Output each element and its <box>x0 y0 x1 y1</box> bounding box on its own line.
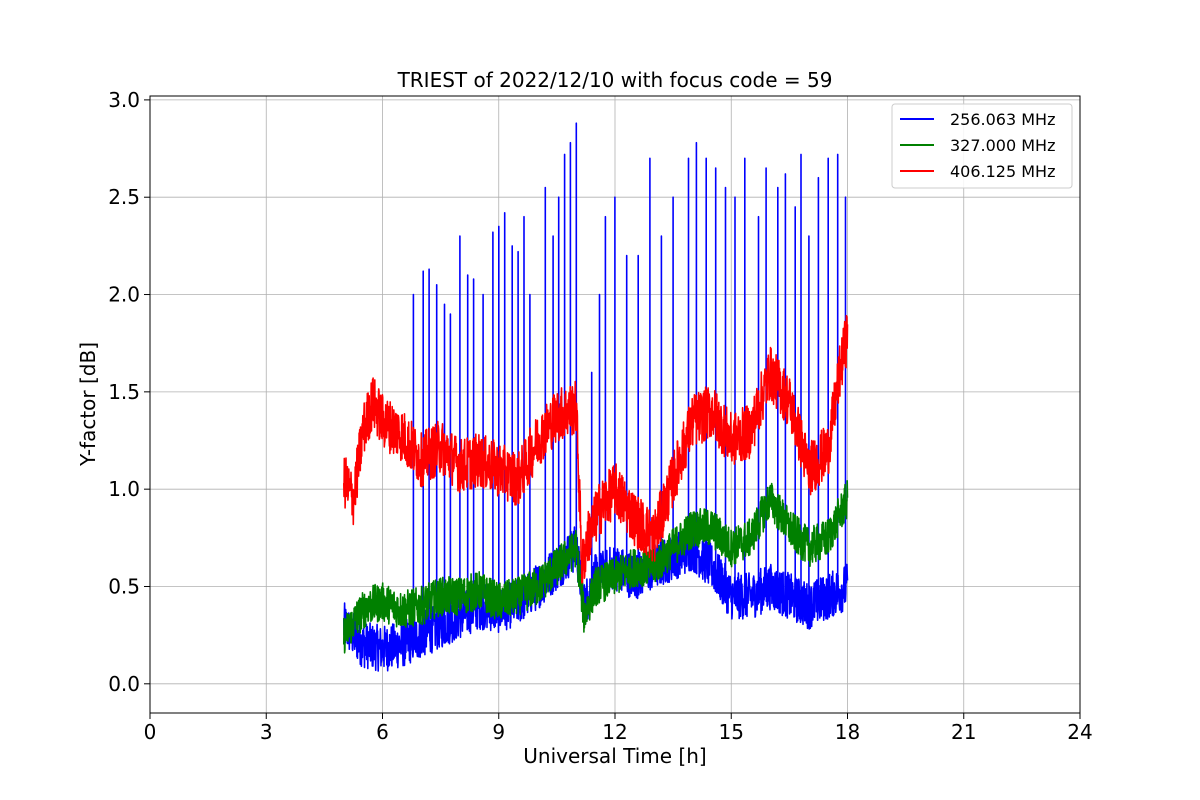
legend-label: 406.125 MHz <box>950 162 1055 181</box>
y-tick-label: 2.0 <box>108 283 140 307</box>
x-tick-label: 18 <box>835 720 860 744</box>
y-axis-label: Y-factor [dB] <box>76 342 100 467</box>
legend-box <box>891 103 1073 189</box>
y-tick-label: 1.5 <box>108 380 140 404</box>
plot-lines <box>343 122 849 672</box>
series-line-3 <box>343 314 849 584</box>
x-axis-label: Universal Time [h] <box>523 744 706 768</box>
x-tick-label: 15 <box>719 720 744 744</box>
x-tick-label: 12 <box>602 720 627 744</box>
legend: 256.063 MHz 327.000 MHz 406.125 MHz <box>891 103 1073 189</box>
y-tick-label: 0.0 <box>108 672 140 696</box>
x-tick-label: 6 <box>376 720 389 744</box>
legend-label: 327.000 MHz <box>950 136 1055 155</box>
y-tick-label: 2.5 <box>108 185 140 209</box>
x-tick-label: 3 <box>260 720 273 744</box>
x-tick-label: 21 <box>951 720 976 744</box>
series-line-2 <box>343 480 849 654</box>
x-tick-label: 24 <box>1067 720 1092 744</box>
y-tick-label: 1.0 <box>108 477 140 501</box>
x-axis-ticks: 0 3 6 9 12 15 18 21 24 <box>144 713 1093 744</box>
chart-title: TRIEST of 2022/12/10 with focus code = 5… <box>397 68 833 92</box>
y-tick-label: 0.5 <box>108 574 140 598</box>
x-tick-label: 9 <box>492 720 505 744</box>
y-axis-ticks: 0.0 0.5 1.0 1.5 2.0 2.5 3.0 <box>108 88 150 696</box>
y-tick-label: 3.0 <box>108 88 140 112</box>
x-tick-label: 0 <box>144 720 157 744</box>
legend-label: 256.063 MHz <box>950 110 1055 129</box>
